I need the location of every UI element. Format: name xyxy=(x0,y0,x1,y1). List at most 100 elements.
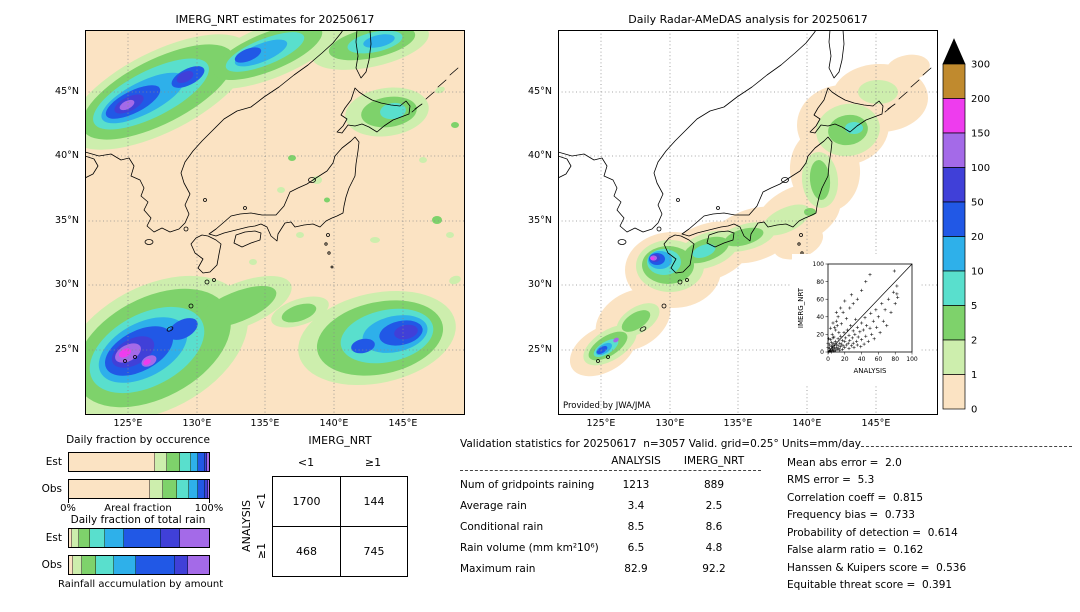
lon-tick-label: 125°E xyxy=(586,418,616,429)
metric-line: Probability of detection = 0.614 xyxy=(787,526,958,539)
stat-row: Num of gridpoints raining 1213 889 xyxy=(460,475,761,496)
contingency-grid: 1700 144 468 745 xyxy=(272,476,408,577)
metric-line: Equitable threat score = 0.391 xyxy=(787,579,953,592)
bar-segment xyxy=(179,529,209,547)
scatter-point xyxy=(860,288,864,292)
inset-xlabel: ANALYSIS xyxy=(853,367,887,375)
scatter-point xyxy=(828,326,833,330)
validation-title-row: Validation statistics for 20250617 n=305… xyxy=(460,438,1072,450)
scatter-point xyxy=(834,319,838,323)
scatter-point xyxy=(895,292,899,296)
radar-map: 00 20 20 40 40 60 60 80 80 100 100 ANALYSIS IMERG_… xyxy=(558,30,938,415)
stat-label: Num of gridpoints raining xyxy=(460,479,595,492)
contingency-cell-11: 745 xyxy=(363,545,385,558)
occurrence-est-label: Est xyxy=(45,456,62,468)
contingency-col-label-lt1: <1 xyxy=(297,456,315,469)
bar-segment xyxy=(71,529,79,547)
bar-segment xyxy=(73,556,83,574)
lon-tick-label: 130°E xyxy=(182,418,212,429)
scatter-point xyxy=(831,321,835,325)
inset-x-tick-label: 20 xyxy=(841,356,849,363)
metric-line: Frequency bias = 0.733 xyxy=(787,509,915,522)
imerg-map xyxy=(85,30,465,415)
scatter-point xyxy=(836,315,840,319)
scatter-point xyxy=(830,332,834,336)
scatter-point xyxy=(876,315,880,319)
axis-tick xyxy=(209,499,210,503)
scatter-point xyxy=(843,299,847,303)
inset-ticks: 00 20 20 40 40 60 60 80 80 100 100 xyxy=(813,261,918,363)
scatter-point xyxy=(869,311,873,315)
scatter-point xyxy=(860,321,864,325)
scatter-point xyxy=(855,343,859,347)
scatter-point xyxy=(849,324,853,328)
scatter-point xyxy=(843,346,847,350)
lat-tick-label: 25°N xyxy=(55,344,79,355)
scatter-point xyxy=(834,346,838,350)
bar-segment xyxy=(174,556,188,574)
stat-value-imerg: 889 xyxy=(703,479,725,492)
stat-value-imerg: 2.5 xyxy=(705,500,723,513)
header-dashed-rule xyxy=(460,469,761,471)
bar-segment xyxy=(69,480,151,498)
scatter-point xyxy=(889,310,893,314)
scatter-point xyxy=(871,319,875,323)
contingency-row-label-lt1: <1 xyxy=(255,492,268,510)
scatter-inset: 00 20 20 40 40 60 60 80 80 100 100 ANALYSIS IMERG_… xyxy=(792,254,920,384)
lon-tick-label: 140°E xyxy=(792,418,822,429)
scatter-point xyxy=(830,347,834,351)
scatter-point xyxy=(864,280,868,284)
scatter-point xyxy=(834,328,838,332)
bar-segment xyxy=(89,529,105,547)
stat-value-imerg: 8.6 xyxy=(705,520,723,533)
total-rain-title: Daily fraction of total rain xyxy=(70,514,206,526)
scatter-point xyxy=(849,293,854,297)
stat-row: Conditional rain 8.5 8.6 xyxy=(460,517,761,538)
scatter-point xyxy=(885,324,889,328)
bar-segment xyxy=(69,529,72,547)
scatter-point xyxy=(833,325,837,329)
metric-line: Hanssen & Kuipers score = 0.536 xyxy=(787,561,967,574)
scatter-point xyxy=(852,346,856,350)
scatter-point xyxy=(836,344,840,348)
scatter-point xyxy=(863,316,867,320)
scatter-point xyxy=(840,339,844,343)
stat-row: Average rain 3.4 2.5 xyxy=(460,496,761,517)
bar-segment xyxy=(96,556,114,574)
scatter-point xyxy=(881,319,885,323)
bar-segment xyxy=(104,529,124,547)
scatter-point xyxy=(850,336,854,340)
bar-segment xyxy=(189,480,199,498)
scatter-point xyxy=(851,341,855,345)
bar-segment xyxy=(113,556,137,574)
scatter-point xyxy=(848,339,852,343)
bar-segment xyxy=(190,453,199,471)
scatter-point xyxy=(859,345,863,349)
col-header-imerg: IMERG_NRT xyxy=(683,455,745,467)
lat-tick-label: 25°N xyxy=(528,344,552,355)
radar-map-title: Daily Radar-AMeDAS analysis for 20250617 xyxy=(628,13,868,26)
inset-x-tick-label: 60 xyxy=(875,356,883,363)
metric-line: False alarm ratio = 0.162 xyxy=(787,544,924,557)
scatter-point xyxy=(839,342,843,346)
inset-x-tick-label: 40 xyxy=(858,356,866,363)
scatter-point xyxy=(849,344,854,348)
scatter-point xyxy=(847,346,851,351)
scatter-point xyxy=(844,317,849,321)
scatter-point xyxy=(847,333,851,337)
scatter-point xyxy=(828,338,833,342)
scatter-point xyxy=(862,342,866,346)
bar-segment xyxy=(161,529,180,547)
scatter-point xyxy=(832,341,836,345)
bar-segment xyxy=(150,480,163,498)
scatter-point xyxy=(855,339,859,343)
scatter-point xyxy=(896,295,900,299)
bar-segment xyxy=(205,480,208,498)
inset-y-tick-label: 40 xyxy=(816,314,824,321)
scatter-point xyxy=(826,341,830,345)
title-dashed-rule xyxy=(861,438,1072,447)
bar-segment xyxy=(136,556,175,574)
metric-line: RMS error = 5.3 xyxy=(787,474,875,487)
scatter-point xyxy=(834,310,838,314)
scatter-point xyxy=(868,273,872,277)
